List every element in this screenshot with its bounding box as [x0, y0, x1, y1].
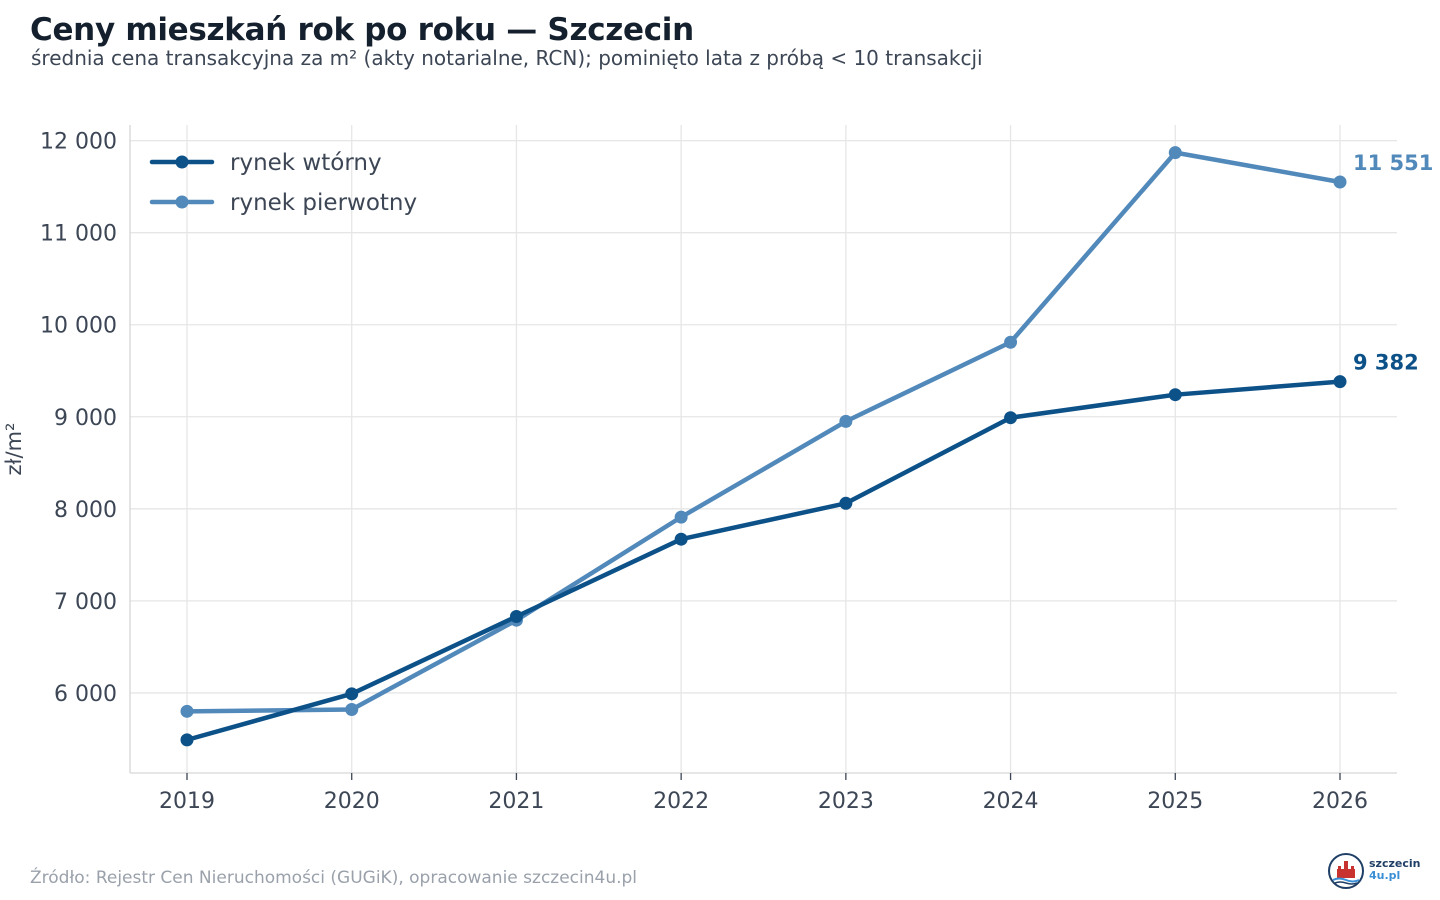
- legend-label: rynek pierwotny: [230, 190, 417, 216]
- data-point: [1168, 146, 1182, 160]
- chart-subtitle: średnia cena transakcyjna za m² (akty no…: [31, 46, 983, 70]
- data-point: [1004, 335, 1018, 349]
- end-value-label: 11 551: [1353, 151, 1433, 175]
- data-point: [180, 704, 194, 718]
- data-point: [1333, 175, 1347, 189]
- data-point: [1333, 375, 1347, 389]
- logo-wordmark: szczecin 4u.pl: [1369, 858, 1420, 882]
- data-point: [839, 496, 853, 510]
- x-tick-label: 2019: [159, 789, 215, 814]
- x-tick-label: 2024: [983, 789, 1039, 814]
- x-tick-label: 2020: [324, 789, 380, 814]
- data-point: [839, 414, 853, 428]
- data-point: [345, 687, 359, 701]
- y-tick-label: 12 000: [40, 130, 117, 155]
- end-value-label: 9 382: [1353, 351, 1419, 375]
- data-point: [674, 532, 688, 546]
- x-tick-label: 2026: [1312, 789, 1368, 814]
- series-line: [184, 379, 1343, 743]
- data-point: [1004, 411, 1018, 425]
- y-axis-title: zł/m²: [2, 423, 26, 476]
- y-tick-label: 8 000: [54, 498, 117, 523]
- legend-marker: [175, 195, 189, 209]
- x-tick-label: 2023: [818, 789, 874, 814]
- x-tick-label: 2025: [1147, 789, 1203, 814]
- y-tick-label: 7 000: [54, 590, 117, 615]
- series-line: [184, 150, 1343, 714]
- data-point: [1168, 388, 1182, 402]
- data-point: [509, 610, 523, 624]
- y-tick-label: 11 000: [40, 222, 117, 247]
- y-tick-label: 10 000: [40, 314, 117, 339]
- castle-logo-icon: [1328, 853, 1364, 889]
- x-tick-label: 2021: [488, 789, 544, 814]
- y-tick-label: 9 000: [54, 406, 117, 431]
- logo-line-1: szczecin: [1369, 857, 1421, 870]
- logo-line-2: 4u.pl: [1369, 869, 1401, 882]
- x-tick-label: 2022: [653, 789, 709, 814]
- source-note: Źródło: Rejestr Cen Nieruchomości (GUGiK…: [30, 868, 638, 888]
- legend-marker: [175, 155, 189, 169]
- site-logo: szczecin 4u.pl: [1327, 852, 1420, 890]
- data-point: [345, 702, 359, 716]
- data-point: [180, 733, 194, 747]
- chart-title: Ceny mieszkań rok po roku — Szczecin: [30, 12, 694, 48]
- y-tick-label: 6 000: [54, 682, 117, 707]
- legend-label: rynek wtórny: [230, 150, 382, 176]
- data-point: [674, 510, 688, 524]
